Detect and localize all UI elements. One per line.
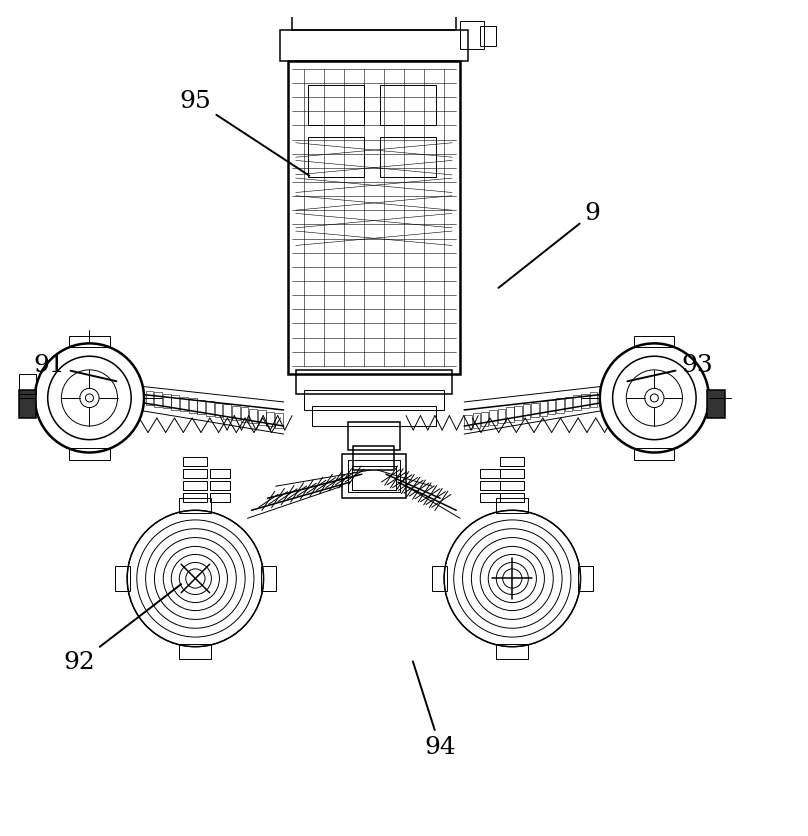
- Bar: [179, 498, 212, 512]
- Bar: [523, 405, 530, 419]
- Bar: [210, 481, 229, 490]
- Bar: [183, 481, 208, 490]
- Bar: [498, 409, 505, 423]
- Circle shape: [86, 394, 94, 402]
- Bar: [312, 406, 436, 426]
- Bar: [496, 498, 528, 512]
- Bar: [223, 405, 231, 419]
- Bar: [189, 398, 196, 413]
- Bar: [342, 454, 406, 498]
- Bar: [500, 481, 524, 490]
- Bar: [163, 394, 170, 408]
- Bar: [183, 456, 208, 466]
- Bar: [634, 336, 675, 348]
- Text: 91: 91: [33, 354, 116, 381]
- Bar: [432, 567, 447, 590]
- Bar: [351, 466, 396, 490]
- Bar: [296, 370, 452, 394]
- Bar: [461, 21, 484, 48]
- Bar: [380, 137, 436, 177]
- Bar: [210, 468, 229, 478]
- Bar: [197, 400, 205, 414]
- Bar: [261, 567, 276, 590]
- Bar: [154, 392, 162, 406]
- Bar: [347, 422, 400, 450]
- Bar: [179, 645, 212, 659]
- Bar: [145, 390, 154, 405]
- Bar: [480, 481, 500, 490]
- Bar: [582, 394, 589, 408]
- Bar: [707, 390, 725, 418]
- Bar: [500, 468, 524, 478]
- Bar: [348, 460, 400, 492]
- Bar: [275, 413, 283, 428]
- Bar: [183, 468, 208, 478]
- Bar: [515, 405, 522, 421]
- Bar: [249, 409, 257, 423]
- Bar: [540, 401, 547, 415]
- Bar: [232, 405, 240, 421]
- Bar: [69, 336, 110, 348]
- Bar: [634, 448, 675, 460]
- Bar: [241, 407, 248, 421]
- Bar: [180, 397, 188, 411]
- Bar: [288, 61, 461, 374]
- Bar: [565, 397, 572, 411]
- Bar: [500, 492, 524, 502]
- Bar: [531, 403, 539, 417]
- Bar: [19, 390, 36, 418]
- Bar: [292, 13, 457, 30]
- Bar: [573, 395, 581, 410]
- Circle shape: [35, 344, 144, 452]
- Bar: [267, 412, 274, 426]
- Bar: [300, 0, 448, 13]
- Text: 95: 95: [179, 89, 309, 176]
- Text: 92: 92: [63, 584, 181, 675]
- Bar: [579, 567, 592, 590]
- Bar: [506, 407, 514, 421]
- Circle shape: [650, 394, 659, 402]
- Text: 94: 94: [413, 661, 456, 758]
- Bar: [496, 645, 528, 659]
- Bar: [473, 413, 480, 428]
- Bar: [280, 30, 468, 61]
- Bar: [215, 403, 222, 417]
- Bar: [308, 137, 364, 177]
- Bar: [590, 392, 597, 406]
- Bar: [548, 400, 555, 414]
- Bar: [206, 401, 214, 415]
- Bar: [464, 415, 472, 429]
- Bar: [480, 27, 496, 47]
- Bar: [183, 492, 208, 502]
- Bar: [19, 374, 36, 394]
- Bar: [210, 492, 229, 502]
- Bar: [490, 410, 497, 425]
- Bar: [115, 567, 129, 590]
- Bar: [308, 85, 364, 125]
- Bar: [171, 395, 179, 410]
- Text: 9: 9: [499, 201, 600, 288]
- Text: 93: 93: [627, 354, 713, 381]
- Bar: [500, 456, 524, 466]
- Bar: [380, 85, 436, 125]
- Circle shape: [600, 344, 709, 452]
- Bar: [481, 412, 489, 426]
- Bar: [304, 390, 444, 410]
- Bar: [480, 492, 500, 502]
- Bar: [69, 448, 110, 460]
- Bar: [480, 468, 500, 478]
- Bar: [353, 446, 394, 470]
- Bar: [557, 398, 564, 413]
- Bar: [258, 410, 266, 425]
